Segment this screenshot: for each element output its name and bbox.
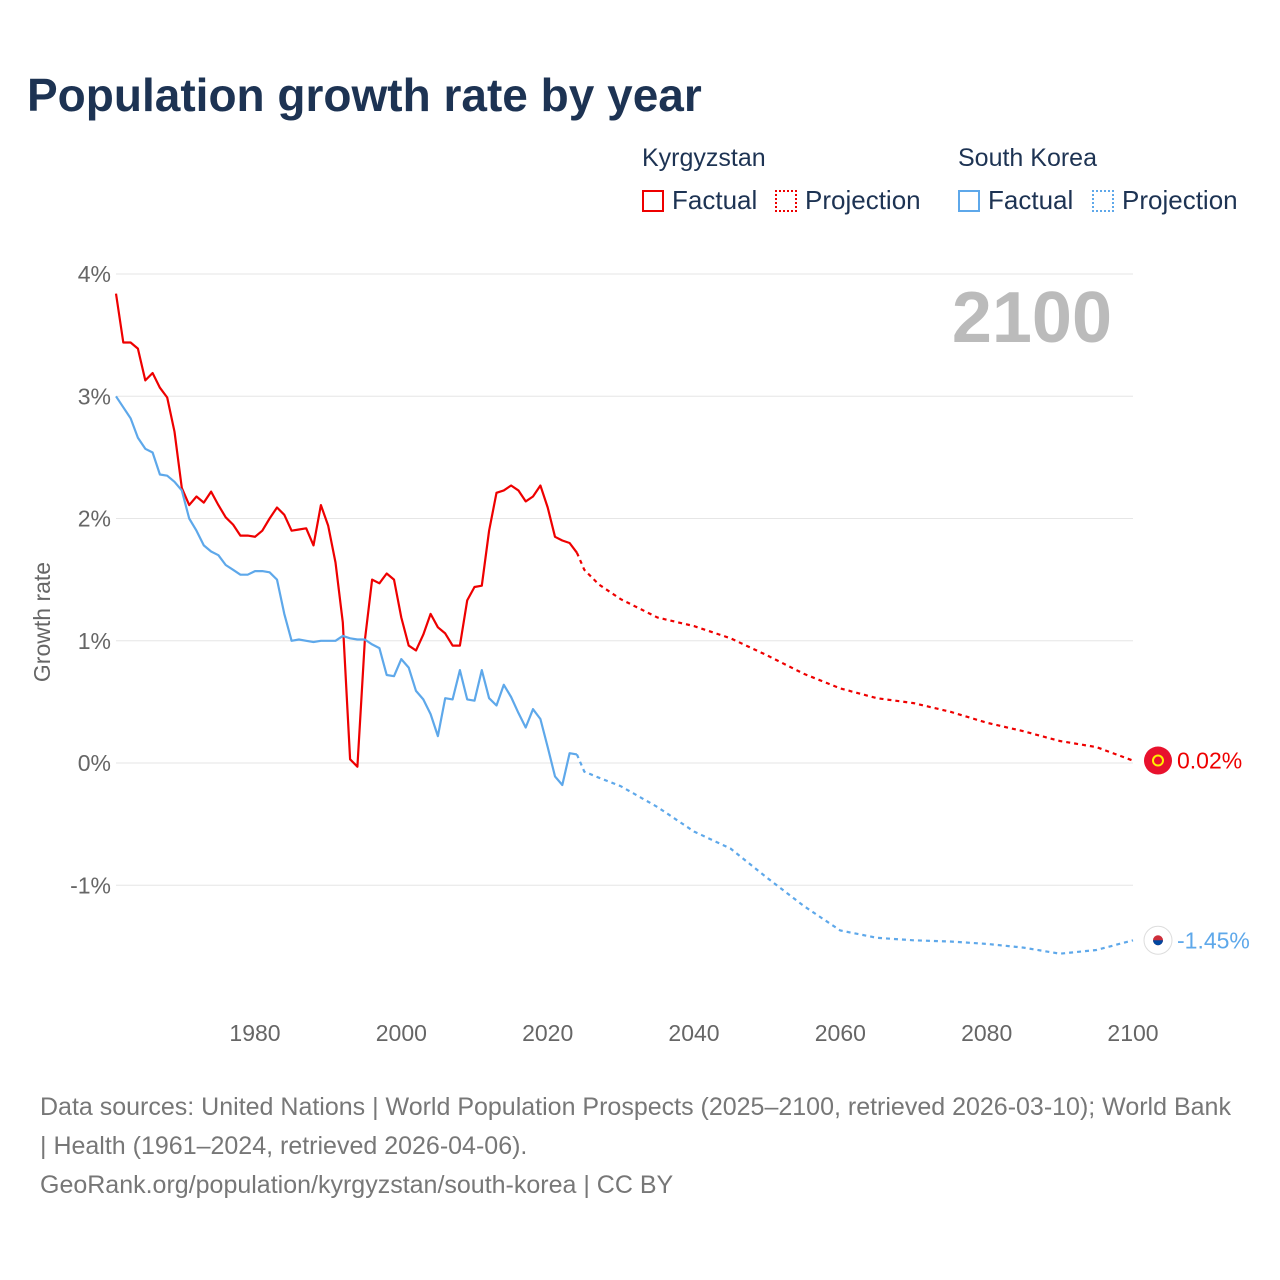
flag-taegeuk-blue [1153,940,1163,946]
y-tick-label: 3% [78,383,111,409]
y-tick-label: 1% [78,628,111,654]
legend-kyrgyzstan-heading: Kyrgyzstan [642,144,766,172]
y-axis-label: Growth rate [29,562,55,682]
legend-label: Projection [805,185,921,215]
year-display: 2100 [952,278,1112,358]
y-tick-label: 0% [78,750,111,776]
line-chart: 2100 Growth rate 4% 3% 2% 1% 0% -1% 1980 2000 20… [29,261,1250,1046]
x-tick-label: 2040 [668,1020,719,1046]
attribution-link[interactable]: GeoRank.org/population/kyrgyzstan/south-… [40,1171,674,1199]
chart-title: Population growth rate by year [27,69,702,121]
footer: Data sources: United Nations | World Pop… [40,1088,1240,1205]
x-tick-label: 2000 [376,1020,427,1046]
kyrgyzstan-factual-line [114,293,578,768]
legend-swatch [642,189,664,212]
flag-sun [1152,754,1164,767]
legend-label: Factual [672,185,758,215]
legend-south-korea-factual[interactable]: Factual [958,185,1073,216]
kyrgyzstan-projection-line [575,552,1134,762]
legend-south-korea-heading: South Korea [958,144,1097,172]
legend-south-korea-projection[interactable]: Projection [1092,185,1238,216]
legend-kyrgyzstan-projection[interactable]: Projection [775,185,921,216]
x-tick-label: 2080 [961,1020,1012,1046]
x-tick-label: 2020 [522,1020,573,1046]
legend-label: Factual [988,185,1074,215]
south-korea-projection-line [575,753,1134,955]
legend-swatch [958,189,980,212]
y-tick-label: 4% [78,261,111,287]
x-tick-label: 2100 [1107,1020,1158,1046]
south-korea-end-label: -1.45% [1177,927,1250,953]
south-korea-factual-line [115,395,578,787]
y-tick-label: -1% [70,872,111,898]
data-sources: Data sources: United Nations | World Pop… [40,1093,1231,1160]
kyrgyzstan-flag-icon [1144,746,1172,775]
legend-swatch [1092,189,1114,212]
legend-swatch [775,189,797,212]
x-tick-label: 2060 [815,1020,866,1046]
legend-label: Projection [1122,185,1238,215]
y-tick-label: 2% [78,506,111,532]
legend-kyrgyzstan-factual[interactable]: Factual [642,185,757,216]
kyrgyzstan-end-label: 0.02% [1177,748,1242,774]
x-tick-label: 1980 [229,1020,280,1046]
